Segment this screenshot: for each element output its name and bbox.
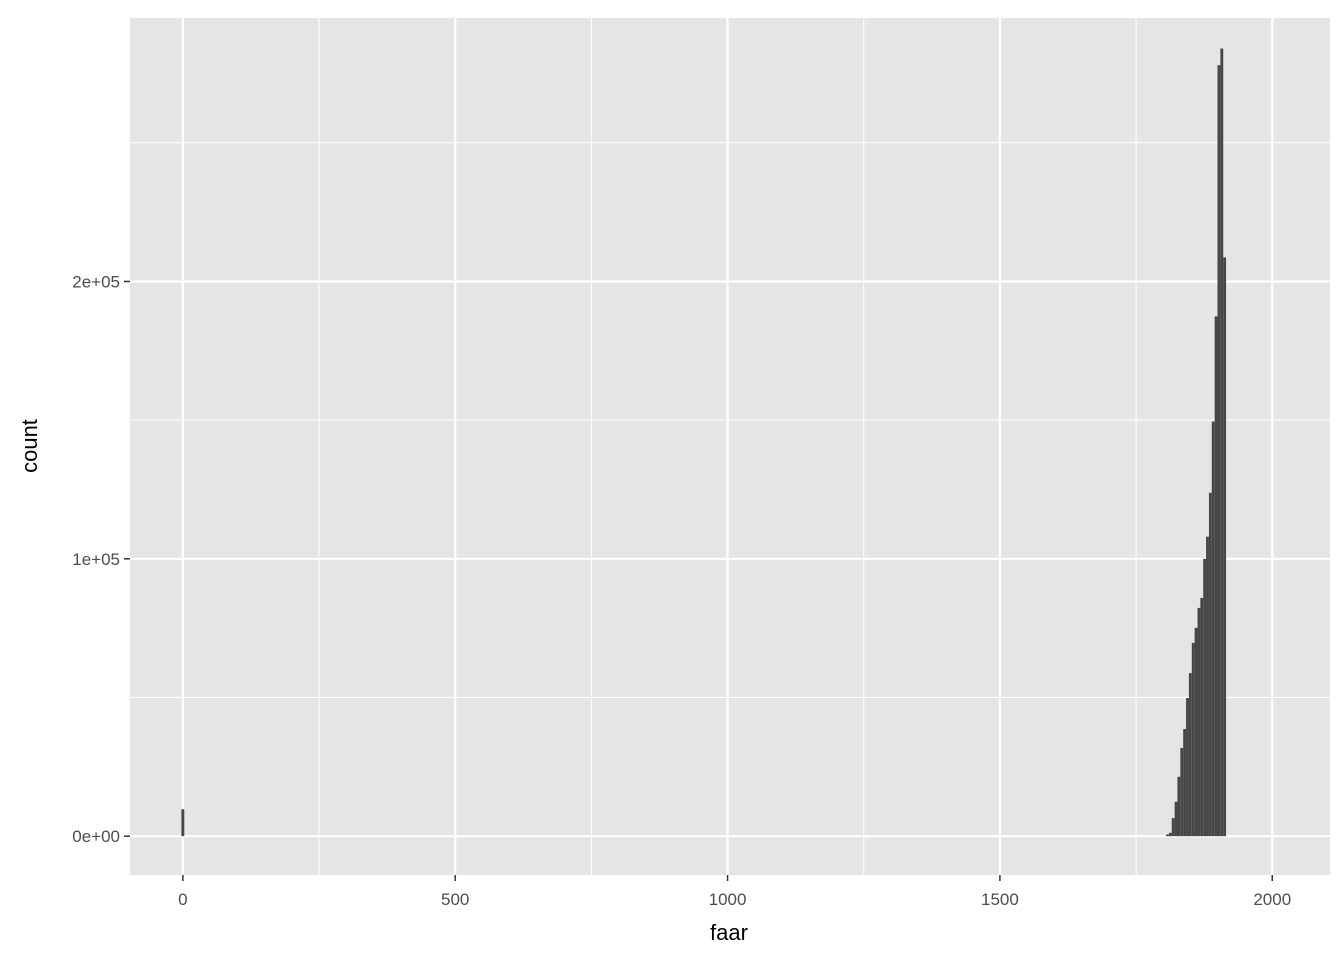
histogram-bar	[1208, 492, 1212, 837]
histogram-bar	[1177, 776, 1181, 837]
y-tick-label: 0e+00	[72, 827, 120, 846]
plot-panel	[130, 18, 1330, 875]
histogram-bar	[1211, 421, 1215, 837]
histogram-bar	[1186, 698, 1189, 837]
y-axis-label: count	[17, 419, 42, 473]
x-tick-label: 500	[441, 890, 469, 909]
histogram-bar	[1220, 48, 1224, 837]
histogram-bar	[1214, 316, 1218, 837]
histogram-bar	[1194, 627, 1198, 837]
histogram-bar	[1188, 673, 1192, 837]
histogram-bar	[1168, 832, 1172, 837]
histogram-bar	[1180, 747, 1184, 837]
histogram-bar	[1171, 818, 1175, 837]
histogram-bar	[1217, 65, 1221, 837]
histogram-bar	[1166, 834, 1169, 837]
histogram-bar	[1203, 558, 1207, 837]
x-tick-label: 2000	[1253, 890, 1291, 909]
x-axis-label: faar	[710, 920, 748, 945]
histogram-bar	[1197, 607, 1201, 837]
y-tick-label: 2e+05	[72, 272, 120, 291]
histogram-bar	[1200, 597, 1204, 837]
histogram-bar	[181, 809, 185, 837]
histogram-bar	[1183, 729, 1187, 837]
y-tick-label: 1e+05	[72, 550, 120, 569]
histogram-bar	[1206, 536, 1209, 837]
x-tick-label: 1000	[709, 890, 747, 909]
histogram-bar	[1191, 642, 1195, 837]
x-tick-label: 1500	[981, 890, 1019, 909]
histogram-bar	[1223, 257, 1227, 837]
histogram-bar	[1174, 801, 1178, 837]
x-tick-label: 0	[178, 890, 187, 909]
